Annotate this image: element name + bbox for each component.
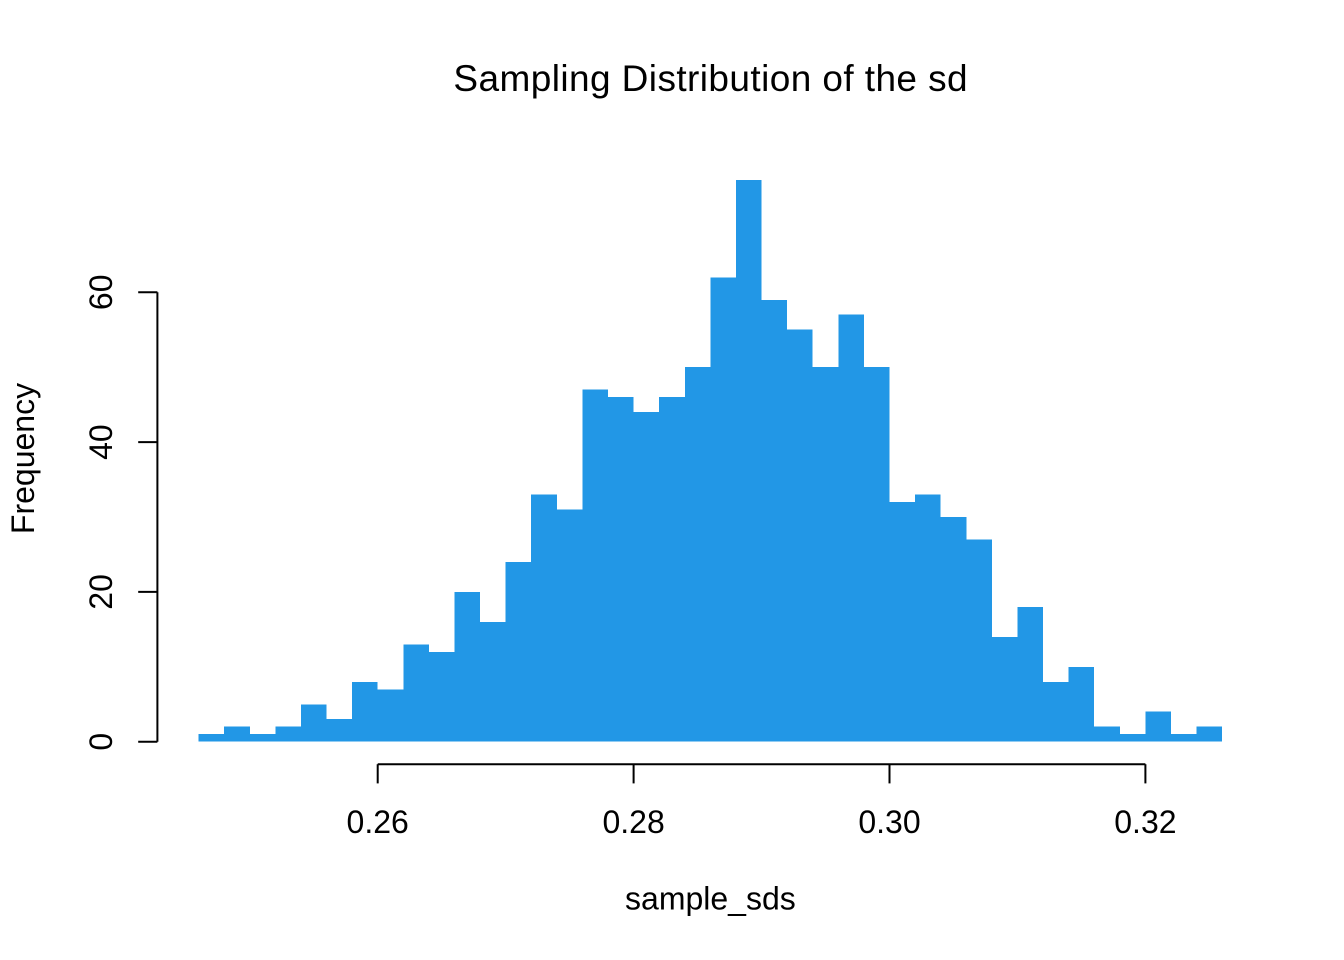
svg-text:0.28: 0.28 xyxy=(602,804,664,840)
svg-text:60: 60 xyxy=(83,275,119,311)
svg-text:0.26: 0.26 xyxy=(347,804,409,840)
svg-text:40: 40 xyxy=(83,424,119,460)
svg-text:0.32: 0.32 xyxy=(1114,804,1176,840)
svg-text:Sampling Distribution of the s: Sampling Distribution of the sd xyxy=(453,58,967,99)
svg-text:20: 20 xyxy=(83,574,119,610)
svg-text:Frequency: Frequency xyxy=(5,383,41,534)
svg-text:0: 0 xyxy=(83,733,119,751)
svg-text:0.30: 0.30 xyxy=(858,804,920,840)
svg-text:sample_sds: sample_sds xyxy=(625,881,796,917)
